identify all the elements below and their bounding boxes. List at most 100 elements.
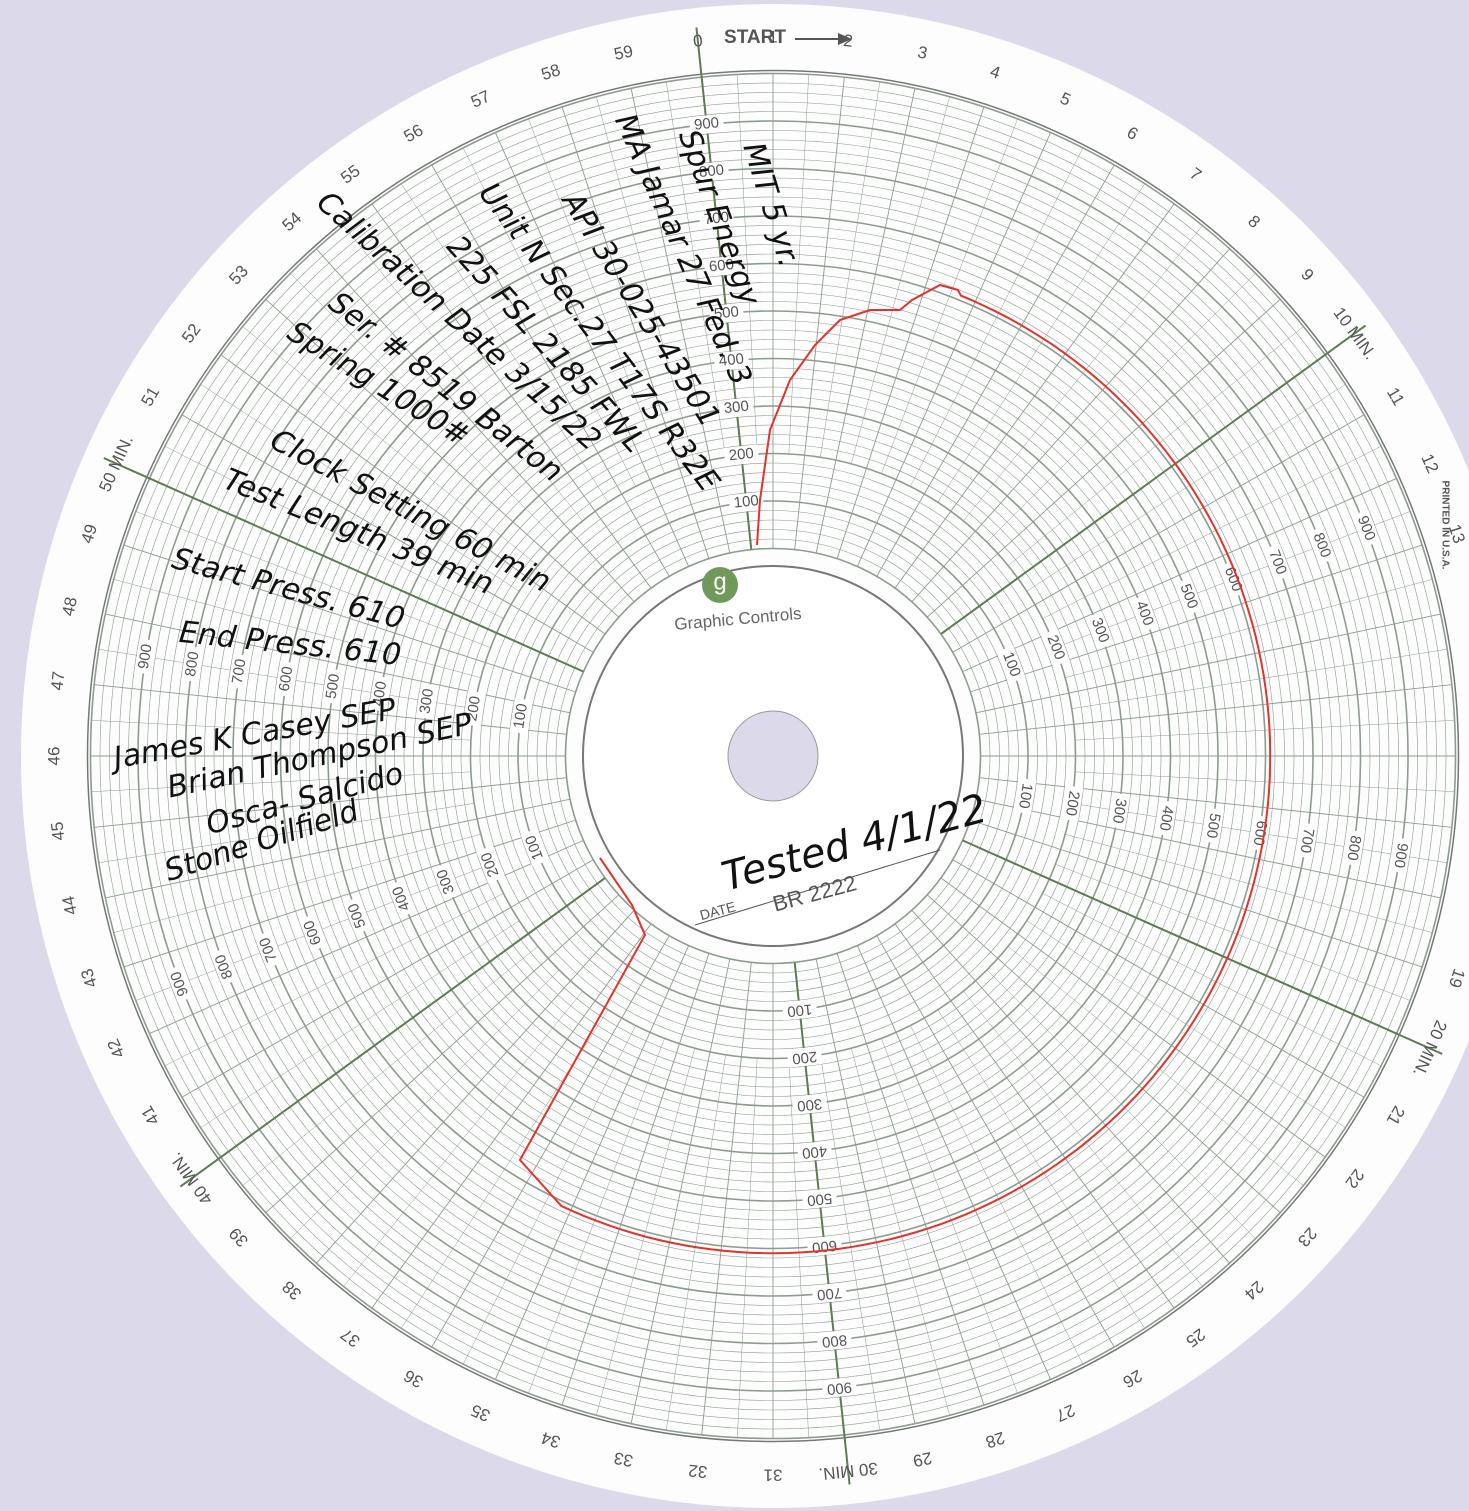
grid-radial — [979, 684, 1452, 735]
minute-label: 46 — [44, 747, 63, 766]
grid-radial — [371, 923, 652, 1309]
pressure-label: 700 — [1297, 827, 1318, 854]
minute-label: 43 — [77, 966, 101, 990]
grid-radial — [179, 877, 606, 1188]
pressure-label: 200 — [463, 695, 484, 722]
logo: g — [713, 568, 726, 595]
pressure-label: 700 — [816, 1284, 843, 1304]
grid-radial — [1007, 946, 1304, 1186]
grid-radial — [881, 118, 1018, 474]
grid-radial — [952, 414, 1365, 653]
pressure-label: 800 — [821, 1331, 848, 1351]
pressure-label-bg — [1085, 611, 1115, 650]
grid-radial — [1065, 579, 1433, 678]
pressure-label-bg — [210, 947, 240, 986]
grid-radial — [665, 1054, 726, 1431]
pressure-label-bg — [368, 675, 392, 713]
pressure-label-bg — [791, 1093, 828, 1115]
grid-radial — [91, 720, 471, 741]
minute-label: 32 — [687, 1461, 708, 1482]
grid-radial — [910, 147, 1084, 487]
pressure-label: 100 — [733, 492, 760, 512]
grid-radial — [788, 1058, 809, 1438]
grid-radial — [820, 81, 881, 458]
grid-radial — [113, 579, 481, 678]
pressure-label: 500 — [1203, 812, 1224, 839]
pressure-label: 800 — [1343, 834, 1364, 861]
grid-radial — [851, 1048, 950, 1416]
grid-radial — [881, 1038, 1018, 1394]
grid-radial — [856, 945, 1052, 1380]
pressure-label: 900 — [1390, 842, 1411, 869]
pressure-label-bg — [801, 1187, 838, 1210]
grid-radial — [940, 877, 1326, 1158]
minute-label: 49 — [77, 522, 101, 546]
grid-radial — [937, 183, 1145, 503]
pressure-label: 400 — [718, 350, 745, 370]
pressure-label-bg — [275, 660, 299, 698]
pressure-label-bg — [1200, 807, 1225, 844]
grid-radial — [970, 819, 1423, 968]
grid-radial — [630, 958, 731, 1424]
pressure-label-bg — [1154, 799, 1178, 837]
grid-radial — [1042, 445, 1382, 619]
grid-radial — [181, 414, 594, 653]
pressure-label-bg — [298, 913, 328, 952]
pressure-label: 600 — [811, 1237, 838, 1257]
pressure-label: 300 — [796, 1095, 823, 1115]
pressure-label-bg — [713, 349, 750, 372]
pressure-label-bg — [718, 397, 755, 419]
minute-label: 13 — [1445, 522, 1469, 546]
pressure-label: 300 — [723, 398, 750, 418]
grid-radial — [164, 445, 504, 619]
pressure-label: 200 — [791, 1048, 818, 1068]
pressure-label: 100 — [510, 702, 531, 729]
pressure-label: 500 — [323, 673, 344, 700]
pressure-label-bg — [1173, 577, 1203, 616]
pressure-label-bg — [165, 964, 195, 1003]
outer-ring — [86, 69, 1460, 1443]
minute-label: 47 — [47, 670, 68, 691]
start-label: START — [724, 27, 786, 48]
pressure-label: 100 — [1015, 782, 1036, 809]
grid-radial — [1075, 771, 1455, 792]
start-arrow-head — [838, 33, 852, 45]
pressure-label-bg — [134, 638, 158, 675]
grid-radial — [926, 298, 1281, 618]
minute-label: 45 — [47, 821, 68, 842]
grid-radial — [94, 777, 567, 828]
grid-radial — [962, 839, 1443, 1055]
grid-radial — [105, 798, 571, 899]
pressure-label: 200 — [728, 445, 755, 465]
pressure-label: 900 — [826, 1378, 853, 1398]
grid-radial — [103, 457, 584, 673]
grid-radial — [894, 203, 1175, 589]
pressure-label: 300 — [416, 687, 437, 714]
grid-radial — [911, 909, 1231, 1264]
grid-radial — [200, 384, 520, 592]
minute-label: 34 — [539, 1428, 563, 1452]
minute-label: 0 — [692, 31, 703, 51]
grid-radial — [979, 777, 1452, 828]
pressure-label: 400 — [1156, 805, 1177, 832]
pressure-label-bg — [1262, 543, 1292, 582]
grid-radial — [200, 920, 520, 1128]
hub-hole — [727, 710, 819, 802]
grid-radial — [242, 326, 539, 566]
grid-radial — [494, 945, 690, 1380]
pressure-label: 300 — [1109, 797, 1130, 824]
grid-radial — [431, 164, 670, 577]
grid-radial — [1075, 720, 1455, 741]
printed-note: PRINTED IN U.S.A. — [1439, 481, 1450, 570]
pressure-label-bg — [415, 683, 439, 720]
grid-radial — [1055, 864, 1411, 1001]
pressure-label-bg — [728, 491, 765, 514]
grid-radial — [820, 1054, 881, 1431]
grid-radial — [937, 1009, 1145, 1329]
pressure-label-bg — [1306, 526, 1336, 565]
grid-radial — [401, 183, 609, 503]
pressure-label: 400 — [801, 1142, 828, 1162]
grid-radial — [815, 88, 916, 554]
grid-radial — [836, 106, 985, 559]
grid-radial — [494, 132, 690, 567]
